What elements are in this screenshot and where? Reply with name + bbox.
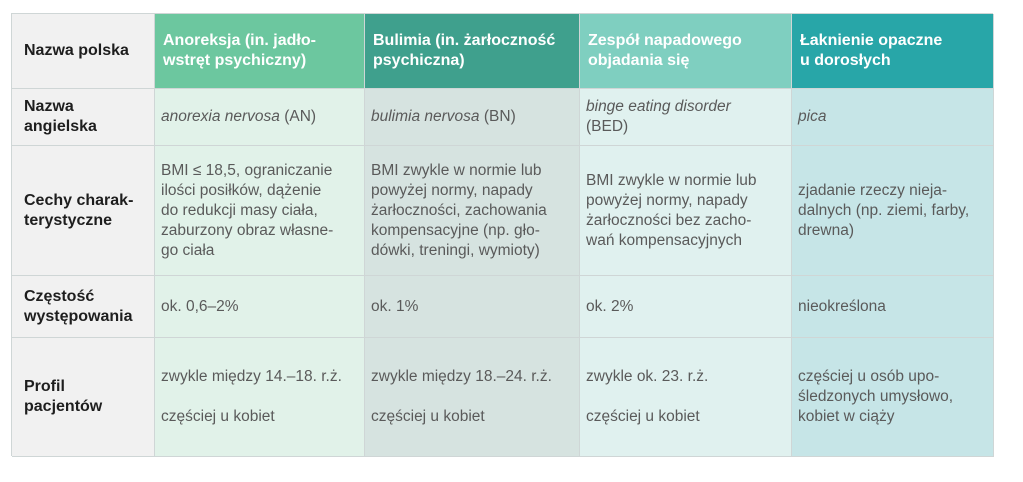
cell-english-binge-eating: binge eating disorder (BED) <box>580 89 792 146</box>
row-label-features: Cechy charak- terystyczne <box>12 146 155 276</box>
abbreviation: (BN) <box>479 108 516 125</box>
cell-english-anorexia: anorexia nervosa (AN) <box>155 89 365 146</box>
profile-age: zwykle między 14.–18. r.ż. <box>161 368 342 385</box>
header-cell-pica: Łaknienie opaczne u dorosłych <box>792 14 994 89</box>
cell-features-anorexia: BMI ≤ 18,5, ograniczanie ilości posiłków… <box>155 146 365 276</box>
profile-age: zwykle ok. 23. r.ż. <box>586 368 709 385</box>
cell-features-pica: zjadanie rzeczy nieja- dalnych (np. ziem… <box>792 146 994 276</box>
cell-profile-pica: częściej u osób upo- śledzonych umysłowo… <box>792 338 994 457</box>
profile-sex: częściej u kobiet <box>371 408 485 425</box>
english-term: binge eating disorder <box>586 98 731 115</box>
profile-sex: częściej u kobiet <box>161 408 275 425</box>
abbreviation: (BED) <box>586 118 629 135</box>
row-label-frequency: Częstość występowania <box>12 276 155 338</box>
header-cell-anorexia: Anoreksja (in. jadło- wstręt psychiczny) <box>155 14 365 89</box>
row-label-patient-profile: Profil pacjentów <box>12 338 155 457</box>
abbreviation: (AN) <box>279 108 317 125</box>
profile-sex: częściej u kobiet <box>586 408 700 425</box>
cell-frequency-pica: nieokreślona <box>792 276 994 338</box>
cell-profile-binge-eating: zwykle ok. 23. r.ż. częściej u kobiet <box>580 338 792 457</box>
profile-age: zwykle między 18.–24. r.ż. <box>371 368 552 385</box>
cell-english-pica: pica <box>792 89 994 146</box>
cell-frequency-binge-eating: ok. 2% <box>580 276 792 338</box>
cell-features-bulimia: BMI zwykle w normie lub powyżej normy, n… <box>365 146 580 276</box>
cell-english-bulimia: bulimia nervosa (BN) <box>365 89 580 146</box>
cell-frequency-bulimia: ok. 1% <box>365 276 580 338</box>
cell-features-binge-eating: BMI zwykle w normie lub powyżej normy, n… <box>580 146 792 276</box>
row-label-english-name: Nazwa angielska <box>12 89 155 146</box>
header-cell-binge-eating: Zespół napadowego objadania się <box>580 14 792 89</box>
header-cell-bulimia: Bulimia (in. żarłoczność psychiczna) <box>365 14 580 89</box>
english-term: anorexia nervosa <box>161 108 280 125</box>
cell-frequency-anorexia: ok. 0,6–2% <box>155 276 365 338</box>
english-term: bulimia nervosa <box>371 108 480 125</box>
header-cell-polish-name: Nazwa polska <box>12 14 155 89</box>
comparison-table: Nazwa polska Anoreksja (in. jadło- wstrę… <box>11 13 994 457</box>
cell-profile-anorexia: zwykle między 14.–18. r.ż. częściej u ko… <box>155 338 365 457</box>
cell-profile-bulimia: zwykle między 18.–24. r.ż. częściej u ko… <box>365 338 580 457</box>
